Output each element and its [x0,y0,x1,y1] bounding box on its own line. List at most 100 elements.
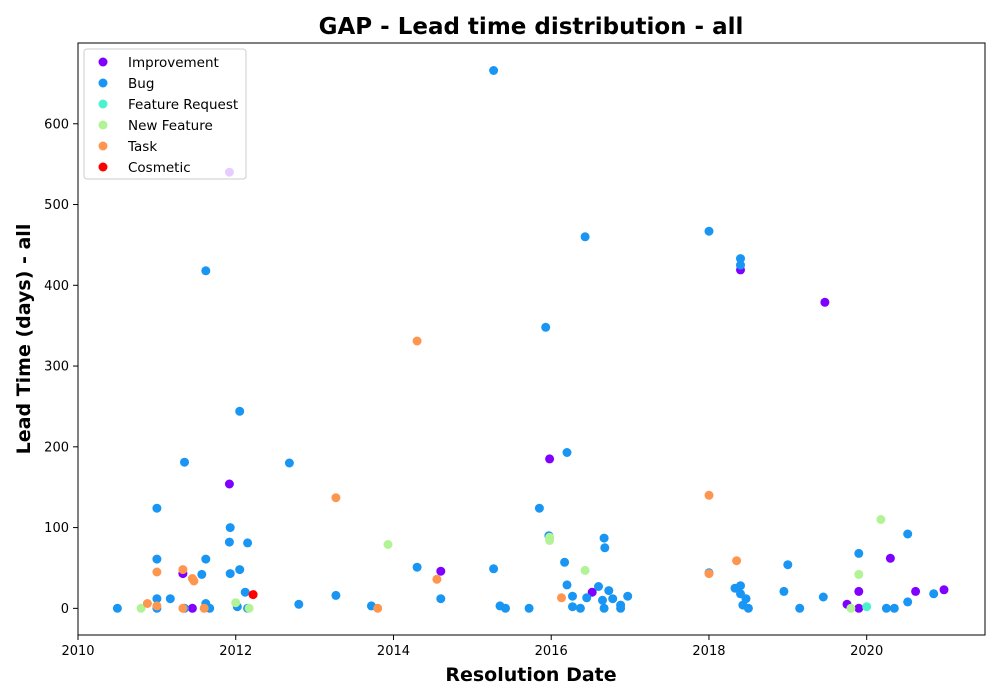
point-bug [568,602,577,612]
x-axis-label: Resolution Date [445,664,616,686]
x-tick-label: 2014 [377,644,410,659]
point-improvement [939,585,949,595]
point-bug [599,603,609,613]
point-task [704,490,714,500]
point-new-feature [846,603,856,613]
point-bug [180,457,189,467]
point-bug [881,603,891,613]
y-tick-label: 200 [44,440,69,455]
point-task [178,565,188,575]
point-bug [224,537,234,547]
point-task [432,574,442,584]
point-task [199,603,209,613]
point-bug [736,254,745,264]
point-bug [604,586,614,596]
point-bug [562,580,572,590]
legend-label-cosmetic: Cosmetic [128,160,191,176]
point-bug [818,592,828,602]
legend-marker-improvement [98,57,108,67]
point-bug [284,458,294,468]
legend-label-bug: Bug [128,76,154,92]
point-bug [568,591,577,601]
point-improvement [885,553,895,563]
point-bug [240,587,250,597]
point-new-feature [244,603,254,613]
point-bug [741,594,751,604]
legend: Improvement Bug Feature Request New Feature… [83,48,247,180]
legend-marker-feature-request [98,99,108,109]
point-bug [152,594,162,604]
point-bug [235,565,245,575]
x-axis: 2010 2012 2014 2016 2018 2020 [61,635,883,659]
point-bug [608,594,618,604]
point-bug [331,590,341,600]
point-bug [623,591,633,601]
x-tick-label: 2016 [535,644,568,659]
point-bug [501,603,510,613]
y-axis-label: Lead Time (days) - all [13,224,35,455]
legend-box [83,48,247,180]
point-bug [112,603,122,613]
point-improvement [911,586,921,596]
legend-label-task: Task [127,139,157,155]
point-bug [704,226,714,236]
x-tick-label: 2010 [61,644,94,659]
point-improvement [187,603,197,613]
y-tick-label: 600 [44,117,69,132]
x-tick-label: 2018 [692,644,725,659]
point-bug [854,548,864,558]
point-new-feature [231,598,241,608]
point-improvement [854,586,864,596]
legend-marker-new-feature [98,120,108,130]
x-tick-label: 2012 [219,644,252,659]
point-improvement [436,566,446,576]
point-bug [736,260,745,270]
point-improvement [587,587,597,597]
point-bug [165,594,175,604]
point-feature-request [862,602,872,612]
point-bug [524,603,534,613]
point-bug [743,603,753,613]
point-new-feature [383,540,393,549]
point-improvement [820,297,830,307]
point-task [142,599,152,608]
point-bug [616,603,626,613]
chart-title: GAP - Lead time distribution - all [319,14,744,40]
point-bug [152,554,162,564]
point-bug [560,557,570,567]
point-task [189,576,199,586]
point-bug [903,529,913,539]
point-task [331,493,341,503]
point-bug [582,593,592,603]
point-bug [541,322,551,332]
point-task [178,603,188,613]
point-cosmetic [248,590,258,600]
point-improvement [854,603,864,613]
y-tick-label: 400 [44,279,69,294]
point-bug [201,554,211,564]
point-task [152,601,162,611]
point-task [732,556,742,566]
point-bug [436,594,446,604]
point-task [704,569,714,579]
point-bug [534,503,544,513]
point-new-feature [854,569,864,579]
point-bug [575,603,585,613]
point-new-feature [876,515,886,524]
point-bug [562,448,572,457]
point-bug [412,562,422,572]
point-bug [889,603,899,613]
y-tick-label: 500 [44,198,69,213]
point-bug [599,533,609,543]
y-tick-label: 0 [61,602,69,617]
legend-marker-cosmetic [98,162,108,172]
legend-marker-bug [98,78,108,88]
point-bug [152,503,162,513]
legend-label-feature-request: Feature Request [128,97,238,113]
point-task [152,567,162,577]
point-bug [594,582,603,591]
point-bug [489,66,499,75]
point-task [412,336,422,346]
point-bug [598,595,607,605]
